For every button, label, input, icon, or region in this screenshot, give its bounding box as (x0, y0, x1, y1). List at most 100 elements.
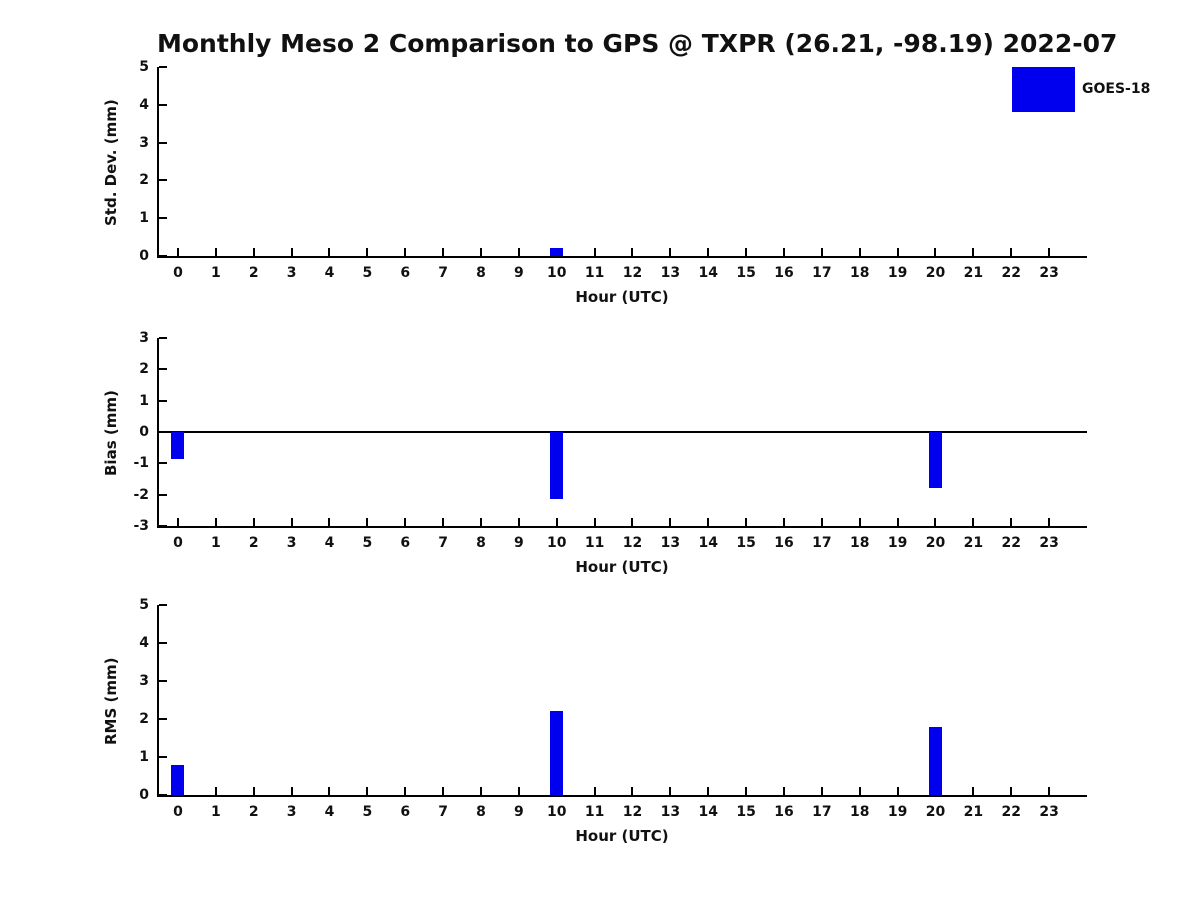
x-tick-label: 7 (438, 804, 448, 820)
x-tick (328, 787, 331, 795)
x-tick (896, 248, 899, 256)
x-tick-label: 12 (622, 265, 643, 281)
x-axis-label: Hour (UTC) (575, 288, 669, 306)
x-tick-label: 19 (887, 265, 908, 281)
x-tick-label: 16 (774, 804, 794, 820)
x-tick (934, 248, 937, 256)
x-tick (517, 248, 520, 256)
x-tick-label: 4 (324, 265, 335, 281)
x-tick (858, 787, 861, 795)
x-tick (290, 518, 293, 526)
x-tick-label: 5 (362, 804, 373, 820)
x-tick (214, 518, 217, 526)
y-tick-label: 0 (139, 248, 149, 264)
y-tick (159, 217, 167, 220)
legend: GOES-18 (1012, 67, 1182, 113)
x-tick-label: 13 (660, 535, 681, 551)
x-tick (820, 518, 823, 526)
x-tick-label: 22 (1001, 265, 1021, 281)
legend-color-swatch (1012, 67, 1075, 112)
x-tick-label: 19 (887, 804, 908, 820)
x-tick (669, 248, 672, 256)
x-tick (820, 248, 823, 256)
y-axis-label: RMS (mm) (102, 657, 120, 745)
x-tick-label: 0 (173, 265, 183, 281)
x-tick (366, 248, 369, 256)
x-tick-label: 2 (248, 265, 259, 281)
x-tick (366, 787, 369, 795)
x-tick-label: 23 (1039, 535, 1059, 551)
zero-line (159, 431, 1087, 433)
x-tick (555, 518, 558, 526)
bar-hour-10 (550, 248, 564, 256)
x-tick (782, 248, 785, 256)
x-tick (176, 518, 179, 526)
x-tick (745, 248, 748, 256)
x-tick (328, 518, 331, 526)
x-tick-label: 1 (210, 265, 221, 281)
x-tick-label: 17 (812, 804, 832, 820)
y-tick (159, 493, 167, 496)
x-tick (479, 787, 482, 795)
x-tick (858, 518, 861, 526)
x-tick (1010, 248, 1013, 256)
y-tick (159, 141, 167, 144)
x-tick (252, 518, 255, 526)
x-tick (782, 787, 785, 795)
x-tick-label: 13 (660, 804, 681, 820)
x-tick (290, 248, 293, 256)
x-tick-label: 4 (324, 535, 335, 551)
x-tick (782, 518, 785, 526)
x-tick-label: 10 (546, 265, 567, 281)
x-tick (1048, 787, 1051, 795)
y-tick-label: 2 (139, 361, 149, 378)
y-tick-label: -3 (133, 518, 149, 534)
x-tick-label: 5 (362, 535, 373, 551)
x-tick (896, 518, 899, 526)
x-tick (593, 787, 596, 795)
x-tick (972, 248, 975, 256)
x-tick (366, 518, 369, 526)
x-tick-label: 11 (584, 535, 605, 551)
x-tick-label: 23 (1039, 804, 1059, 820)
x-tick-label: 6 (400, 265, 411, 281)
x-tick-label: 7 (438, 535, 448, 551)
y-tick (159, 399, 167, 402)
x-tick-label: 18 (849, 804, 870, 820)
x-tick-label: 12 (622, 535, 643, 551)
y-tick-label: 1 (139, 392, 149, 409)
x-tick (972, 518, 975, 526)
x-tick-label: 14 (698, 804, 718, 820)
x-tick-label: 21 (963, 535, 984, 551)
x-tick (707, 248, 710, 256)
y-tick-label: 3 (139, 673, 149, 689)
x-tick-label: 1 (210, 535, 221, 551)
y-tick-label: 3 (139, 330, 149, 346)
x-tick (896, 787, 899, 795)
x-tick-label: 2 (248, 535, 259, 551)
x-tick-label: 3 (286, 535, 297, 551)
x-tick-label: 5 (362, 265, 373, 281)
bar-hour-0 (171, 432, 185, 459)
y-tick (159, 368, 167, 371)
x-tick-label: 14 (698, 265, 718, 281)
y-tick (159, 179, 167, 182)
x-tick-label: 16 (774, 265, 794, 281)
y-tick (159, 756, 167, 758)
x-tick-label: 15 (736, 535, 756, 551)
x-tick (214, 248, 217, 256)
x-tick (934, 518, 937, 526)
y-tick-label: -1 (133, 455, 149, 472)
x-tick-label: 19 (887, 535, 908, 551)
x-tick-label: 18 (849, 535, 870, 551)
y-tick (159, 103, 167, 106)
x-tick-label: 20 (925, 265, 946, 281)
x-axis-label: Hour (UTC) (575, 558, 669, 576)
x-tick (442, 248, 445, 256)
y-tick (159, 642, 167, 644)
plot-area: -3 -2 -1 0 1 2 3 0 1 2 3 4 5 6 7 8 9 10 11 12 13 14 15 16 17 18 19… (133, 331, 1087, 550)
x-tick-label: 15 (736, 265, 756, 281)
x-tick (631, 518, 634, 526)
x-tick-label: 17 (812, 535, 832, 551)
y-tick (159, 66, 167, 68)
